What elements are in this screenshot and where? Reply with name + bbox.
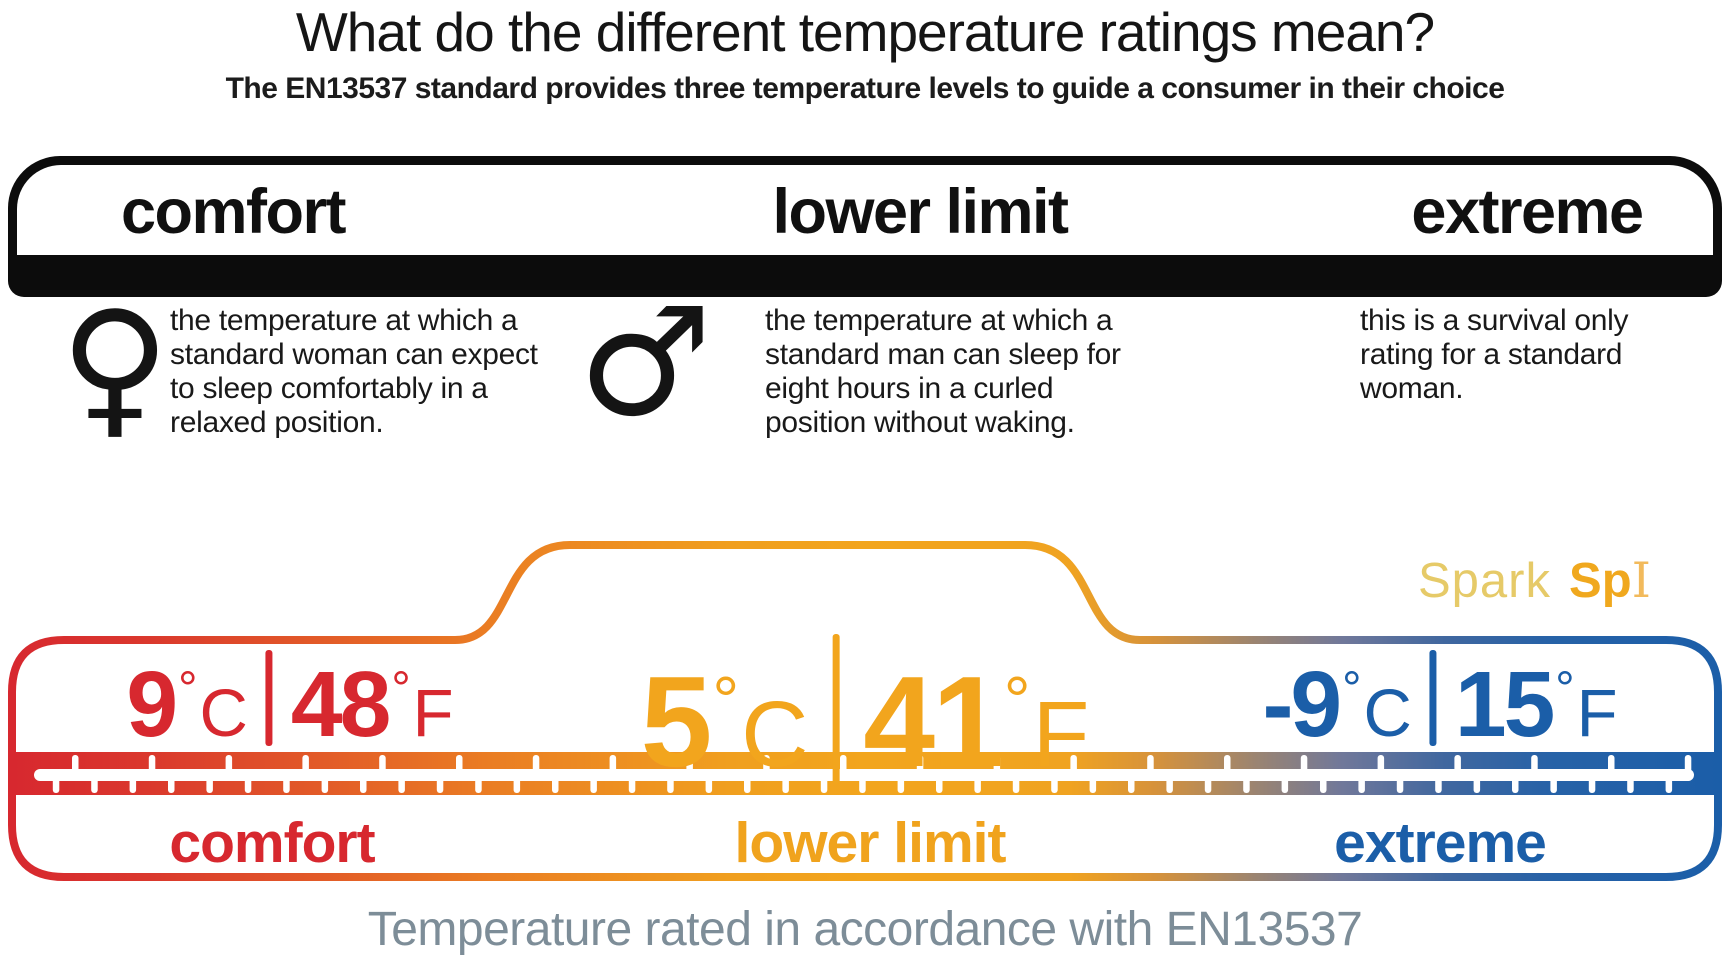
fahrenheit-unit: F — [1032, 682, 1090, 786]
fahrenheit-unit: F — [1576, 676, 1618, 751]
degree-symbol: ° — [1003, 663, 1031, 739]
scale-label-extreme: extreme — [1334, 811, 1547, 875]
scale-label-comfort: comfort — [169, 811, 375, 875]
divider — [1429, 650, 1437, 746]
extreme-description: this is a survival only rating for a sta… — [1360, 304, 1629, 405]
fahrenheit-unit: F — [412, 676, 454, 751]
comfort-temperature: 9°C 48°F — [126, 650, 454, 751]
ratings-header-inner: comfort lower limit extreme — [17, 165, 1713, 255]
degree-symbol: ° — [1342, 662, 1362, 717]
footer-note: Temperature rated in accordance with EN1… — [367, 903, 1363, 956]
degree-symbol: ° — [1555, 662, 1575, 717]
header-label-lower-limit: lower limit — [772, 177, 1069, 247]
header-label-comfort: comfort — [121, 177, 347, 247]
lower-limit-description: the temperature at which a standard man … — [765, 304, 1121, 439]
comfort-description: the temperature at which a standard woma… — [170, 304, 538, 439]
brand-sp: Sp — [1569, 554, 1632, 608]
subtitle: The EN13537 standard provides three temp… — [225, 72, 1505, 105]
ruler-ticks — [52, 755, 1692, 793]
brand-spark: Spark — [1418, 554, 1552, 608]
degree-symbol: ° — [712, 663, 740, 739]
extreme-celsius-value: -9 — [1262, 652, 1342, 756]
celsius-unit: C — [199, 676, 248, 751]
ratings-header: comfort lower limit extreme — [8, 156, 1722, 297]
male-icon: ♂ — [578, 276, 713, 450]
lower-limit-temperature: 5°C 41°F — [641, 634, 1090, 787]
extreme-temperature: -9°C 15°F — [1262, 650, 1618, 751]
degree-symbol: ° — [391, 662, 411, 717]
celsius-unit: C — [1363, 676, 1412, 751]
comfort-celsius-value: 9 — [126, 652, 178, 756]
divider — [265, 650, 273, 746]
lower-limit-celsius-value: 5 — [640, 650, 713, 794]
scale-label-lower-limit: lower limit — [734, 811, 1007, 875]
divider — [832, 634, 840, 784]
header-label-extreme: extreme — [1411, 177, 1644, 247]
female-icon: ♀ — [60, 280, 170, 454]
brand-logo: Spark SpI — [1418, 552, 1651, 611]
lower-limit-fahrenheit-value: 41 — [863, 650, 1003, 794]
comfort-fahrenheit-value: 48 — [290, 652, 391, 756]
degree-symbol: ° — [178, 662, 198, 717]
celsius-unit: C — [741, 682, 809, 786]
extreme-fahrenheit-value: 15 — [1454, 652, 1555, 756]
page-title: What do the different temperature rating… — [295, 1, 1435, 63]
brand-i: I — [1631, 552, 1651, 609]
